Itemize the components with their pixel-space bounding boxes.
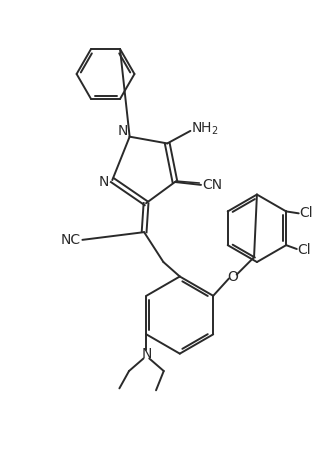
Text: Cl: Cl bbox=[300, 206, 313, 220]
Text: Cl: Cl bbox=[298, 243, 311, 257]
Text: N: N bbox=[98, 175, 109, 189]
Text: CN: CN bbox=[202, 178, 222, 192]
Text: N: N bbox=[141, 346, 152, 361]
Text: O: O bbox=[227, 270, 238, 284]
Text: NH$_2$: NH$_2$ bbox=[192, 121, 219, 137]
Text: N: N bbox=[118, 124, 128, 138]
Text: NC: NC bbox=[60, 233, 80, 247]
